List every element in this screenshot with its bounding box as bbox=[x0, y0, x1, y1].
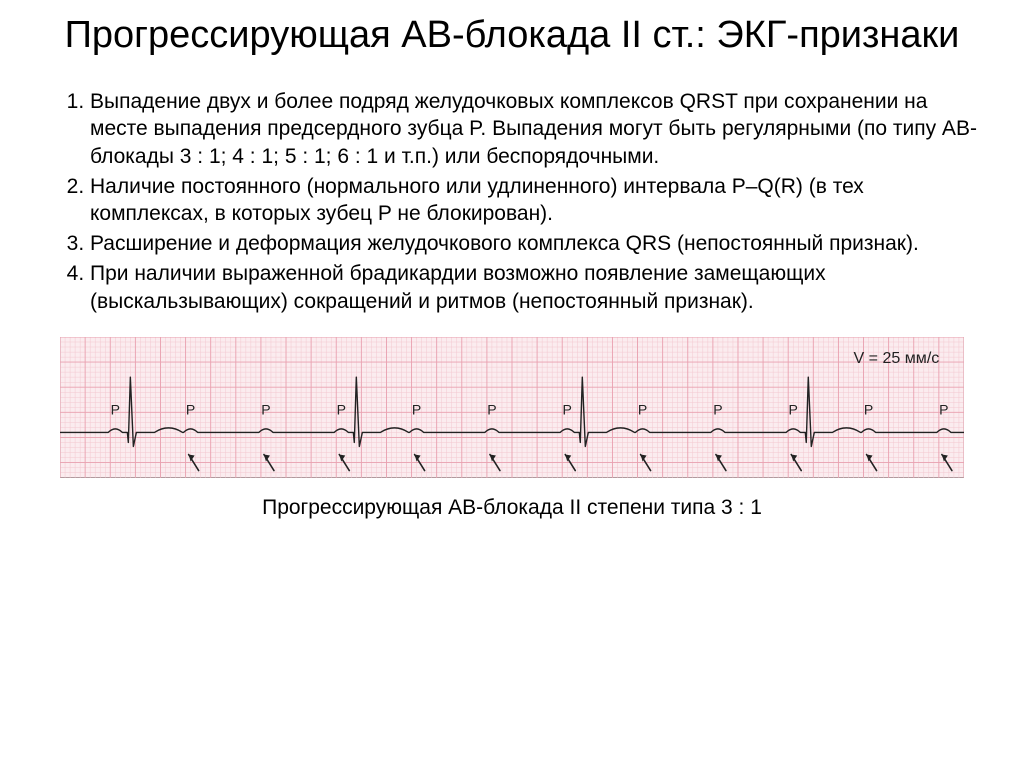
page-title: Прогрессирующая АВ-блокада II ст.: ЭКГ-п… bbox=[40, 12, 984, 60]
ecg-caption: Прогрессирующая АВ-блокада II степени ти… bbox=[40, 496, 984, 520]
svg-text:P: P bbox=[186, 402, 195, 418]
svg-text:P: P bbox=[563, 402, 572, 418]
svg-text:P: P bbox=[111, 402, 120, 418]
svg-text:P: P bbox=[864, 402, 873, 418]
svg-text:V = 25 мм/с: V = 25 мм/с bbox=[853, 349, 939, 367]
svg-text:P: P bbox=[337, 402, 346, 418]
ecg-strip: P P P P P P P P P P P P V = 25 мм/с bbox=[60, 337, 964, 478]
svg-text:P: P bbox=[638, 402, 647, 418]
svg-text:P: P bbox=[789, 402, 798, 418]
criteria-list: Выпадение двух и более подряд желудочков… bbox=[40, 88, 984, 316]
list-item: Наличие постоянного (нормального или удл… bbox=[90, 173, 984, 228]
svg-text:P: P bbox=[487, 402, 496, 418]
list-item: При наличии выраженной брадикардии возмо… bbox=[90, 260, 984, 315]
list-item: Расширение и деформация желудочкового ко… bbox=[90, 230, 984, 258]
svg-text:P: P bbox=[412, 402, 421, 418]
svg-text:P: P bbox=[939, 402, 948, 418]
ecg-waveform: P P P P P P P P P P P P V = 25 мм/с bbox=[60, 337, 964, 478]
svg-text:P: P bbox=[261, 402, 270, 418]
list-item: Выпадение двух и более подряд желудочков… bbox=[90, 88, 984, 171]
svg-text:P: P bbox=[713, 402, 722, 418]
